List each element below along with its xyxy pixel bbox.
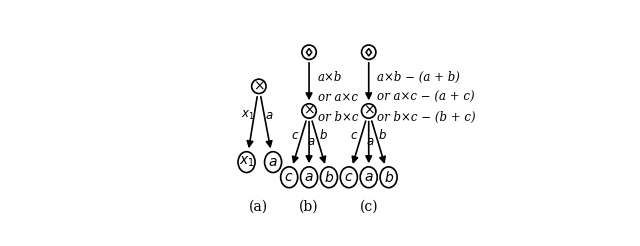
Text: $c$: $c$ [284, 170, 294, 184]
Circle shape [362, 104, 376, 118]
Text: (b): (b) [300, 199, 319, 213]
Text: (a): (a) [250, 199, 268, 213]
Text: $a$: $a$ [364, 170, 374, 184]
Text: (c): (c) [360, 199, 378, 213]
Ellipse shape [340, 167, 357, 188]
Text: $c$: $c$ [291, 129, 299, 142]
Ellipse shape [380, 167, 397, 188]
Ellipse shape [321, 167, 337, 188]
Ellipse shape [301, 167, 317, 188]
Text: ×: × [253, 79, 265, 93]
Ellipse shape [238, 152, 255, 172]
Text: a×b
or a×c
or b×c: a×b or a×c or b×c [317, 71, 358, 124]
Text: $c$: $c$ [344, 170, 353, 184]
Text: $a$: $a$ [268, 155, 278, 169]
Text: $b$: $b$ [383, 170, 394, 185]
Circle shape [362, 45, 376, 60]
Text: $a$: $a$ [367, 135, 375, 148]
Ellipse shape [281, 167, 298, 188]
Ellipse shape [264, 152, 282, 172]
Circle shape [252, 79, 266, 93]
Text: a×b − (a + b)
or a×c − (a + c)
or b×c − (b + c): a×b − (a + b) or a×c − (a + c) or b×c − … [377, 71, 476, 124]
Text: $b$: $b$ [378, 128, 387, 142]
Text: $a$: $a$ [265, 109, 273, 122]
Circle shape [302, 104, 316, 118]
Text: ×: × [363, 104, 374, 118]
Text: $b$: $b$ [324, 170, 334, 185]
Circle shape [302, 45, 316, 60]
Text: $c$: $c$ [351, 129, 359, 142]
Text: $x_1$: $x_1$ [239, 155, 255, 169]
Ellipse shape [360, 167, 377, 188]
Text: $x_1$: $x_1$ [241, 109, 255, 122]
Text: $a$: $a$ [304, 170, 314, 184]
Text: ×: × [303, 104, 315, 118]
Text: $b$: $b$ [319, 128, 328, 142]
Text: $a$: $a$ [307, 135, 315, 148]
